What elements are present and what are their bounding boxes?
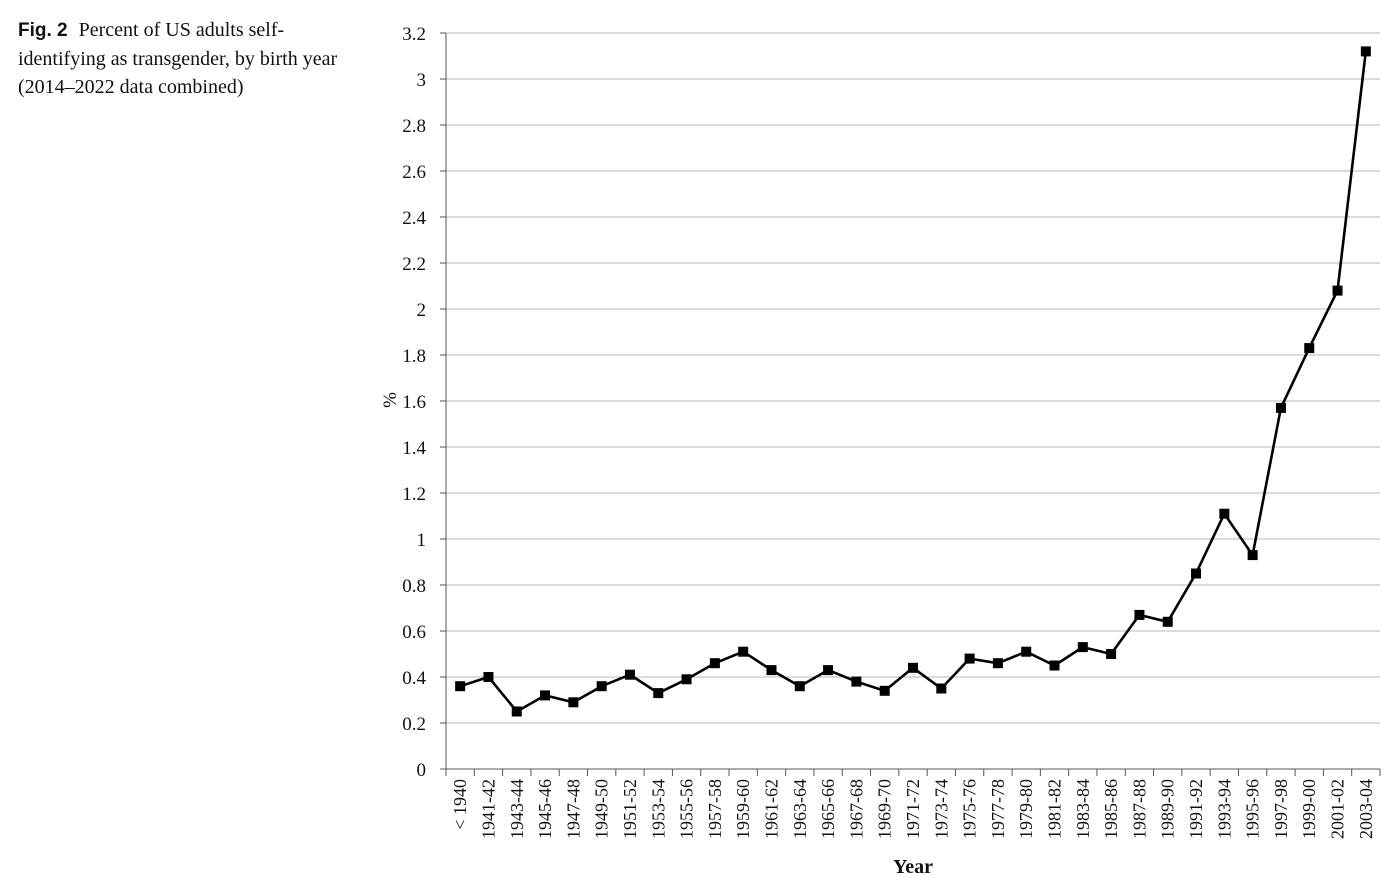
data-point: [1360, 46, 1371, 57]
y-tick-label: 1: [417, 530, 427, 551]
x-tick-label: 1983-84: [1073, 779, 1093, 839]
data-point: [1191, 568, 1202, 579]
x-tick-label: 1953-54: [648, 779, 668, 839]
y-tick-label: 1.2: [402, 484, 426, 505]
data-point: [1162, 616, 1173, 627]
gridlines: [446, 32, 1380, 724]
y-tick-label: 1.6: [402, 392, 426, 413]
y-tick-label: 2.6: [402, 162, 426, 183]
x-tick-label: 1965-66: [818, 779, 838, 839]
y-tick-label: 0.8: [402, 576, 426, 597]
x-tick-label: 1951-52: [620, 779, 640, 839]
x-tick-label: 1959-60: [733, 779, 753, 839]
y-axis-ticks: 0 0.2 0.4 0.6 0.8 1 1.2 1.4 1.6 1.8 2 2.2 2.4 2.6 2.8 3…: [402, 24, 446, 781]
x-tick-label: < 1940: [450, 779, 470, 830]
y-tick-label: 1.4: [402, 438, 426, 459]
x-tick-label: 1989-90: [1158, 779, 1178, 839]
y-axis-label: %: [380, 392, 401, 408]
x-tick-label: 1971-72: [903, 779, 923, 839]
x-tick-label: 1991-92: [1186, 779, 1206, 839]
figure-caption-text: Percent of US adults self-identifying as…: [18, 19, 338, 98]
data-point: [709, 658, 720, 669]
data-point: [653, 688, 664, 699]
y-tick-label: 0.2: [402, 714, 426, 735]
x-tick-label: 1967-68: [846, 779, 866, 839]
y-tick-label: 2: [417, 300, 427, 321]
x-tick-label: 1995-96: [1243, 779, 1263, 839]
y-tick-label: 0.6: [402, 622, 426, 643]
figure-caption: Fig. 2 Percent of US adults self-identif…: [18, 16, 338, 101]
y-tick-label: 3: [417, 70, 427, 91]
data-point: [908, 662, 918, 673]
x-tick-label: 1963-64: [790, 779, 810, 839]
x-tick-label: 1981-82: [1045, 779, 1065, 839]
data-point: [596, 681, 607, 692]
data-point: [1134, 609, 1145, 620]
data-point: [1077, 642, 1088, 653]
x-tick-label: 1941-42: [478, 779, 498, 839]
x-tick-label: 1999-00: [1299, 779, 1319, 839]
x-tick-label: 1973-74: [931, 779, 951, 839]
data-point: [1106, 649, 1117, 659]
data-point: [1021, 646, 1032, 657]
x-axis-label: Year: [893, 856, 933, 878]
data-point: [738, 646, 749, 657]
x-tick-label: 2001-02: [1328, 779, 1348, 839]
x-tick-label: 1997-98: [1271, 779, 1291, 839]
data-point: [964, 653, 975, 664]
data-point: [1219, 508, 1230, 519]
x-tick-label: 1955-56: [677, 779, 697, 839]
y-tick-label: 2.2: [402, 254, 426, 275]
x-tick-label: 1987-88: [1129, 779, 1149, 839]
x-tick-label: 1975-76: [960, 779, 980, 839]
data-point: [766, 665, 777, 676]
x-tick-label: 1985-86: [1101, 779, 1121, 839]
x-tick-label: 1961-62: [761, 779, 781, 839]
data-point: [540, 690, 551, 701]
x-tick-label: 1977-78: [988, 779, 1008, 839]
x-tick-label: 1969-70: [875, 779, 895, 839]
x-tick-label: 1979-80: [1016, 779, 1036, 839]
series-line: [459, 51, 1368, 713]
y-tick-label: 1.8: [402, 346, 426, 367]
data-point: [1247, 550, 1258, 561]
data-point: [681, 674, 692, 685]
x-tick-label: 1957-58: [705, 779, 725, 839]
data-point: [879, 685, 890, 696]
data-point: [568, 697, 579, 708]
data-point: [823, 665, 834, 676]
data-point: [455, 681, 466, 692]
data-point: [851, 676, 862, 687]
data-point: [992, 658, 1003, 669]
x-tick-label: 2003-04: [1356, 779, 1376, 839]
x-tick-label: 1945-46: [535, 779, 555, 839]
data-point: [624, 669, 635, 680]
data-point: [483, 672, 494, 682]
data-point: [1304, 343, 1315, 354]
y-tick-label: 0.4: [402, 668, 426, 689]
data-point: [1275, 402, 1286, 413]
y-tick-label: 3.2: [402, 24, 426, 45]
data-point: [1332, 285, 1343, 296]
data-point: [794, 681, 805, 692]
x-tick-label: 1949-50: [592, 779, 612, 839]
x-axis-ticks: < 1940 1941-42 1943-44 1945-46 1947-48 1949-5…: [445, 769, 1381, 839]
x-tick-label: 1993-94: [1214, 779, 1234, 839]
data-point: [936, 683, 947, 694]
y-tick-label: 0: [417, 760, 427, 781]
y-tick-label: 2.4: [402, 208, 426, 229]
figure-label: Fig. 2: [18, 20, 68, 41]
data-point: [511, 706, 522, 717]
y-tick-label: 2.8: [402, 116, 426, 137]
series-points: [455, 46, 1371, 717]
x-tick-label: 1943-44: [507, 779, 527, 839]
x-tick-label: 1947-48: [563, 779, 583, 839]
data-point: [1049, 660, 1060, 671]
